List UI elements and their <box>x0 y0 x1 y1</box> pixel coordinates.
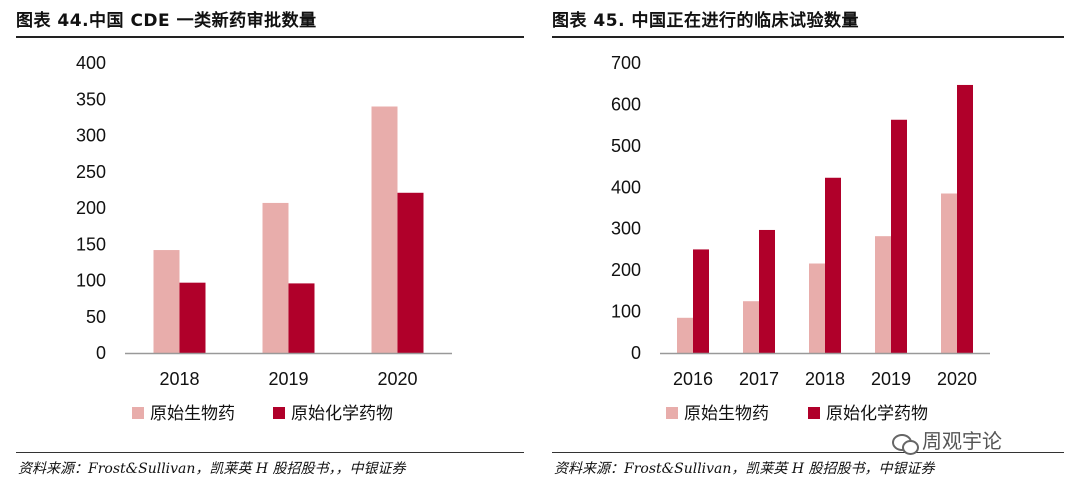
x-tick-label: 2017 <box>739 369 779 389</box>
left-panel: 图表 44.中国 CDE 一类新药审批数量 0 50 100 150 200 250 300… <box>16 11 524 477</box>
legend-swatch <box>666 407 678 419</box>
bar-bio <box>875 236 891 353</box>
bar-chem <box>397 192 424 353</box>
y-tick-label: 0 <box>96 343 106 363</box>
y-tick-label: 350 <box>76 89 106 109</box>
legend-swatch <box>273 407 285 419</box>
legend-swatch <box>808 407 820 419</box>
x-tick-label: 2018 <box>159 369 199 389</box>
footer-rule <box>552 452 1064 453</box>
y-tick-label: 400 <box>611 177 641 197</box>
bar-bio <box>743 301 759 353</box>
x-tick-label: 2016 <box>673 369 713 389</box>
y-tick-label: 300 <box>611 219 641 239</box>
title-rule <box>552 36 1064 38</box>
source-note: 资料来源：Frost&Sullivan，凯莱英 H 股招股书，，中银证券 <box>18 461 406 477</box>
y-tick-label: 250 <box>76 162 106 182</box>
watermark: 周观宇论 <box>892 425 1002 455</box>
bar-chem <box>179 282 206 353</box>
bar-chem <box>693 249 709 353</box>
y-tick-label: 400 <box>76 53 106 73</box>
legend-label: 原始化学药物 <box>291 404 393 424</box>
y-tick-label: 100 <box>611 302 641 322</box>
y-tick-label: 200 <box>76 198 106 218</box>
bar-bio <box>262 202 289 353</box>
wechat-icon <box>892 432 919 455</box>
x-tick-label: 2019 <box>268 369 308 389</box>
x-tick-label: 2019 <box>871 369 911 389</box>
cde-approval-chart: 0 50 100 150 200 250 300 350 400 2018 2019 2020 原始生物… <box>76 53 452 424</box>
bar-bio <box>677 317 693 353</box>
title-rule <box>16 36 524 38</box>
clinical-trials-chart: 0 100 200 300 400 500 600 700 2016 2017 2018 2019 20… <box>611 53 990 424</box>
y-tick-label: 500 <box>611 136 641 156</box>
chart-title: 图表 45. 中国正在进行的临床试验数量 <box>552 11 859 31</box>
y-tick-label: 100 <box>76 271 106 291</box>
legend-swatch <box>132 407 144 419</box>
legend-label: 原始生物药 <box>684 404 769 424</box>
bar-chem <box>891 119 907 353</box>
bar-bio <box>153 250 180 353</box>
bar-chem <box>759 229 775 353</box>
y-tick-label: 0 <box>631 343 641 363</box>
y-tick-label: 700 <box>611 53 641 73</box>
legend-label: 原始化学药物 <box>826 404 928 424</box>
legend-label: 原始生物药 <box>150 404 235 424</box>
y-tick-label: 600 <box>611 94 641 114</box>
x-tick-label: 2020 <box>377 369 417 389</box>
watermark-text: 周观宇论 <box>922 429 1002 453</box>
source-note: 资料来源：Frost&Sullivan，凯莱英 H 股招股书，中银证券 <box>554 461 935 477</box>
y-tick-label: 150 <box>76 234 106 254</box>
bar-bio <box>809 263 825 353</box>
x-tick-label: 2018 <box>805 369 845 389</box>
bar-chem <box>288 283 315 353</box>
footer-rule <box>16 452 524 453</box>
y-tick-label: 200 <box>611 260 641 280</box>
bar-bio <box>941 193 957 353</box>
y-tick-label: 300 <box>76 126 106 146</box>
y-tick-label: 50 <box>86 307 106 327</box>
bar-chem <box>957 84 973 353</box>
bar-chem <box>825 177 841 353</box>
bar-bio <box>371 106 398 353</box>
chart-title: 图表 44.中国 CDE 一类新药审批数量 <box>16 11 317 31</box>
x-tick-label: 2020 <box>937 369 977 389</box>
right-panel: 图表 45. 中国正在进行的临床试验数量 0 100 200 300 400 500 600… <box>540 0 1080 486</box>
